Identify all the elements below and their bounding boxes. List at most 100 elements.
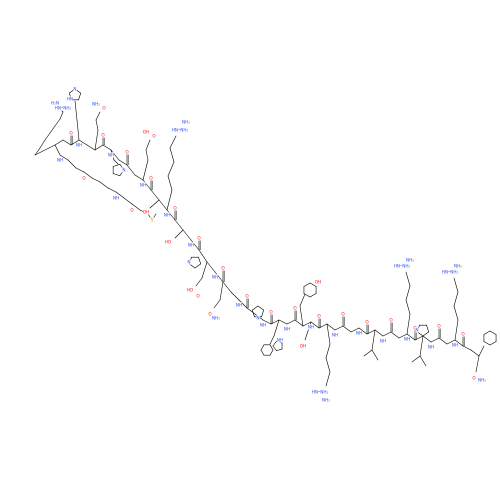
bond-65	[75, 167, 85, 173]
atom-n-53: N	[187, 260, 190, 265]
atom-nh-31: NH	[236, 303, 242, 308]
atom-halo	[197, 235, 201, 241]
bond-71	[123, 197, 133, 205]
atom-halo	[441, 269, 459, 275]
atom-n-41: N	[73, 87, 76, 92]
atom-halo	[139, 182, 147, 188]
atom-o-20: O	[365, 320, 369, 325]
atom-halo	[107, 152, 115, 158]
bond-58	[54, 118, 61, 127]
atom-halo	[211, 274, 219, 280]
atom-s-7: S	[151, 218, 154, 223]
bond-195	[422, 331, 430, 337]
atom-halo	[461, 331, 465, 337]
atom-o-44: O	[102, 106, 106, 111]
atom-halo	[102, 105, 106, 111]
bond-27	[262, 319, 272, 325]
atom-halo	[314, 279, 322, 285]
atom-halo	[187, 242, 195, 248]
bond-116	[74, 100, 78, 121]
bond-20	[206, 261, 216, 273]
bond-137	[169, 135, 177, 149]
atom-halo	[101, 132, 105, 138]
atom-halo	[276, 337, 284, 343]
bond-50	[446, 339, 456, 345]
bond-11	[134, 174, 144, 181]
atom-nh-35: NH	[332, 333, 338, 338]
atom-hnnh2-63: HN⁼NH₂	[394, 264, 411, 269]
bond-181	[454, 319, 459, 341]
atom-o-21: O	[389, 318, 393, 323]
bond-9	[118, 159, 128, 166]
bond-146	[213, 299, 221, 309]
atom-o-11: O	[149, 176, 153, 181]
bond-143	[201, 261, 208, 279]
atom-halo	[152, 133, 156, 139]
bond-35	[326, 323, 336, 331]
bond-190	[411, 355, 421, 363]
atom-nh-27: NH	[140, 183, 146, 188]
atom-nh2-57: NH₂	[212, 316, 220, 321]
atom-halo	[256, 315, 260, 321]
bond-177	[406, 313, 411, 335]
bond-155	[260, 344, 265, 351]
atom-n-67: N	[415, 328, 418, 333]
atom-hn-42: HN	[67, 97, 73, 102]
bond-127	[142, 159, 149, 181]
atom-o-23: O	[437, 324, 441, 329]
bond-167	[309, 293, 317, 298]
bond-14	[158, 199, 168, 211]
bond-186	[371, 349, 379, 361]
atom-o-14: O	[221, 266, 225, 271]
atom-halo	[235, 302, 243, 308]
bond-135	[167, 161, 175, 177]
atom-hnnh2-61: HN⁼NH₂	[312, 390, 329, 395]
atom-o-4: O	[82, 176, 86, 181]
bond-133	[166, 189, 173, 211]
atom-o-68: O	[472, 376, 476, 381]
bond-154	[260, 349, 265, 356]
bond-165	[299, 305, 304, 327]
bond-64	[67, 159, 77, 169]
atom-o-55: O	[196, 294, 200, 299]
bond-5	[86, 144, 96, 151]
atom-o-15: O	[245, 294, 249, 299]
atom-hnnh2-65: HN⁼NH₂	[442, 270, 459, 275]
atom-halo	[365, 319, 369, 325]
atom-o-8: O	[69, 131, 73, 136]
atom-oh-47: OH	[143, 130, 149, 135]
bond-194	[426, 324, 430, 333]
atom-halo	[150, 217, 154, 223]
bond-32	[302, 321, 312, 327]
bond-144	[195, 277, 203, 287]
bond-72	[131, 203, 141, 211]
bond-22	[222, 281, 232, 293]
bond-29	[278, 319, 288, 325]
atom-halo	[69, 130, 73, 136]
atom-ho-54: HO	[187, 288, 194, 293]
bond-60	[34, 144, 56, 156]
atom-nh-40: NH	[452, 343, 458, 348]
bond-136	[169, 147, 175, 163]
atom-halo	[56, 157, 64, 163]
bond-8	[110, 149, 120, 161]
atom-nh-5: NH	[113, 196, 119, 201]
bond-30	[286, 319, 296, 325]
bond-128	[145, 149, 149, 161]
bond-18	[190, 239, 200, 251]
bond-15	[166, 209, 176, 221]
bond-201	[489, 330, 497, 335]
atom-nh2-62: NH₂	[322, 398, 330, 403]
bond-171	[309, 282, 317, 287]
atom-halo	[259, 322, 267, 328]
bond-123	[113, 159, 119, 165]
atom-n-43: N	[122, 168, 125, 173]
atom-halo	[187, 259, 191, 265]
bond-12	[142, 179, 152, 191]
atom-ho-49: HO	[165, 240, 172, 245]
atom-halo	[453, 263, 463, 269]
bond-152	[269, 349, 274, 356]
atom-n-58: N	[256, 316, 259, 321]
bond-42	[382, 331, 392, 337]
